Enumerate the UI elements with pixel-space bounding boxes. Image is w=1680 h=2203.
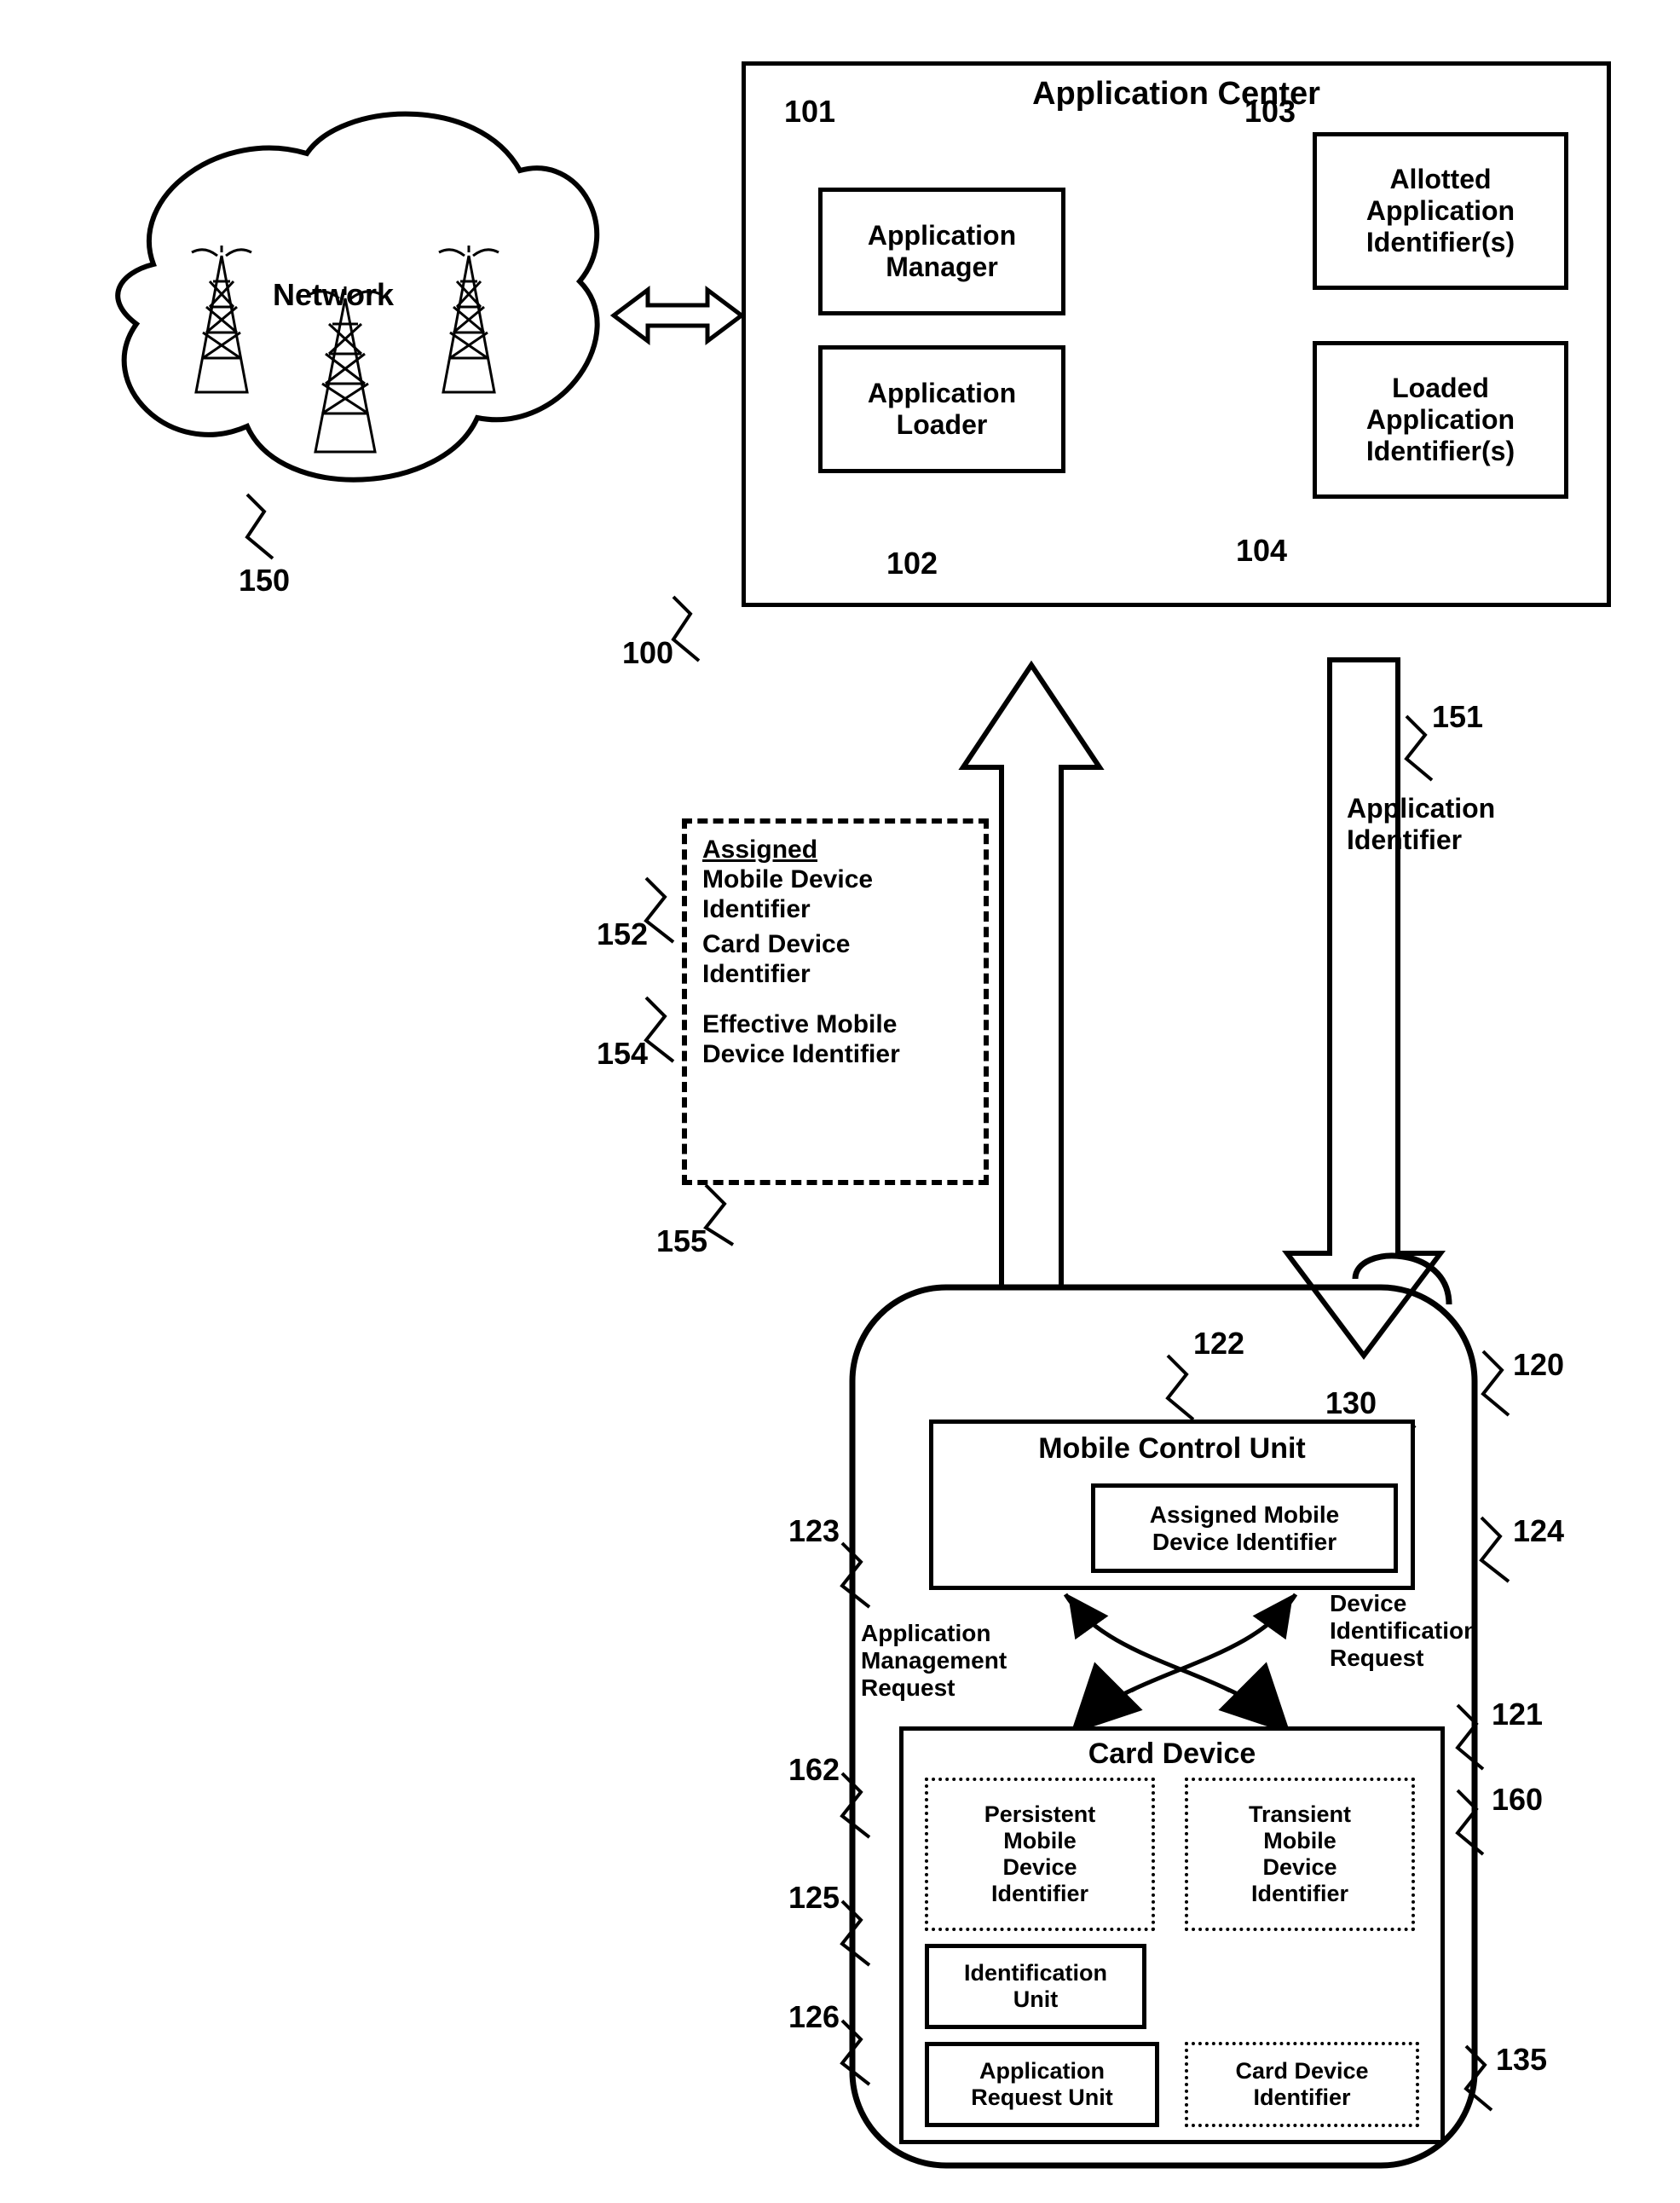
card-device-title: Card Device <box>1088 1738 1256 1771</box>
ref-122: 122 <box>1193 1326 1244 1362</box>
id-line-2: Mobile Device <box>702 865 873 894</box>
ref-130: 130 <box>1325 1385 1377 1421</box>
ref-103: 103 <box>1244 94 1296 130</box>
id-line-7: Device Identifier <box>702 1040 900 1069</box>
allotted-identifiers-label: Allotted Application Identifier(s) <box>1366 164 1515 258</box>
arrows-mcu-card <box>1065 1594 1296 1722</box>
ref-124: 124 <box>1513 1513 1564 1549</box>
identifier-payload-box: Assigned Mobile Device Identifier Card D… <box>682 818 989 1185</box>
ref-123: 123 <box>788 1513 840 1549</box>
arrow-network-appcenter <box>614 290 742 341</box>
application-manager-box: Application Manager <box>818 188 1065 315</box>
card-device-identifier-label: Card Device Identifier <box>1235 2058 1368 2111</box>
assigned-mobile-id-label: Assigned Mobile Device Identifier <box>1150 1501 1339 1556</box>
persistent-id-label: Persistent Mobile Device Identifier <box>984 1801 1096 1907</box>
card-device-identifier-box: Card Device Identifier <box>1185 2042 1419 2127</box>
ref-100: 100 <box>622 635 673 671</box>
application-identifier-label: Application Identifier <box>1347 793 1495 856</box>
loaded-identifiers-box: Loaded Application Identifier(s) <box>1313 341 1568 499</box>
application-manager-label: Application Manager <box>868 220 1016 283</box>
app-mgmt-request-label: Application Management Request <box>861 1620 1007 1702</box>
ref-152: 152 <box>597 916 648 952</box>
ref-104: 104 <box>1236 533 1287 569</box>
network-label: Network <box>273 277 394 313</box>
transient-id-box: Transient Mobile Device Identifier <box>1185 1778 1415 1931</box>
arrow-down-app-identifier <box>1287 660 1440 1356</box>
ref-102: 102 <box>886 546 938 581</box>
assigned-mobile-id-box: Assigned Mobile Device Identifier <box>1091 1483 1398 1573</box>
tower-icon-left <box>192 246 251 392</box>
device-id-request-label: Device Identification Request <box>1330 1590 1478 1672</box>
persistent-id-box: Persistent Mobile Device Identifier <box>925 1778 1155 1931</box>
ref-162: 162 <box>788 1752 840 1788</box>
identification-unit-label: Identification Unit <box>964 1960 1107 2013</box>
id-line-1: Assigned <box>702 836 817 864</box>
id-line-6: Effective Mobile <box>702 1010 897 1039</box>
ref-120: 120 <box>1513 1347 1564 1383</box>
loaded-identifiers-label: Loaded Application Identifier(s) <box>1366 373 1515 467</box>
id-line-5: Identifier <box>702 960 811 989</box>
ref-135: 135 <box>1496 2042 1547 2078</box>
tower-icon-right <box>439 246 499 392</box>
ref-151: 151 <box>1432 699 1483 735</box>
id-line-3: Identifier <box>702 895 811 924</box>
transient-id-label: Transient Mobile Device Identifier <box>1249 1801 1351 1907</box>
ref-154: 154 <box>597 1036 648 1072</box>
application-loader-label: Application Loader <box>868 378 1016 441</box>
allotted-identifiers-box: Allotted Application Identifier(s) <box>1313 132 1568 290</box>
ref-121: 121 <box>1492 1697 1543 1732</box>
id-line-4: Card Device <box>702 930 850 959</box>
ref-101: 101 <box>784 94 835 130</box>
application-loader-box: Application Loader <box>818 345 1065 473</box>
application-request-unit-label: Application Request Unit <box>971 2058 1113 2111</box>
ref-155: 155 <box>656 1223 707 1259</box>
ref-126: 126 <box>788 1999 840 2035</box>
ref-150: 150 <box>239 563 290 598</box>
diagram-canvas: Network Application Center Application M… <box>0 0 1680 2203</box>
ref-125: 125 <box>788 1880 840 1916</box>
identification-unit-box: Identification Unit <box>925 1944 1146 2029</box>
ref-160: 160 <box>1492 1782 1543 1818</box>
mobile-control-unit-title: Mobile Control Unit <box>1038 1432 1306 1466</box>
application-request-unit-box: Application Request Unit <box>925 2042 1159 2127</box>
